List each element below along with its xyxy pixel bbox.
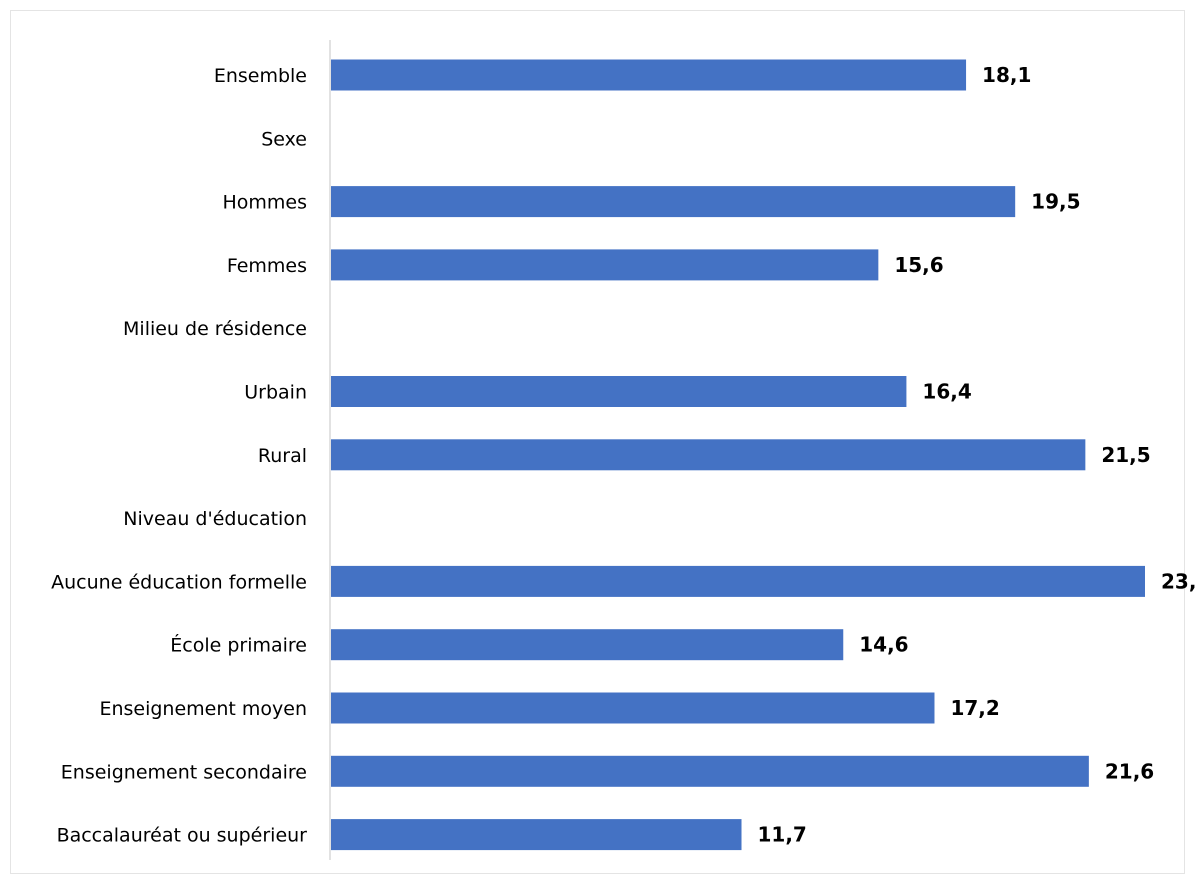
category-label-niveau-d-education: Niveau d'éducation xyxy=(123,508,307,530)
category-label-hommes: Hommes xyxy=(222,192,307,214)
value-label-enseignement-secondaire: 21,6 xyxy=(1105,759,1154,783)
bar-femmes xyxy=(331,249,879,281)
bar-baccalaureat-ou-superieur xyxy=(331,819,742,851)
bar-ecole-primaire xyxy=(331,629,844,661)
bar-hommes xyxy=(331,186,1016,218)
category-label-ensemble: Ensemble xyxy=(214,65,307,87)
bar-enseignement-moyen xyxy=(331,692,935,724)
value-label-enseignement-moyen: 17,2 xyxy=(950,696,999,720)
value-label-ensemble: 18,1 xyxy=(982,63,1031,87)
bar-urbain xyxy=(331,376,907,407)
bar-rural xyxy=(331,439,1086,471)
bar-aucune-education-formelle xyxy=(331,565,1145,597)
category-label-ecole-primaire: École primaire xyxy=(170,634,307,657)
category-label-femmes: Femmes xyxy=(227,255,307,277)
category-label-urbain: Urbain xyxy=(244,382,307,404)
category-label-milieu-de-residence: Milieu de résidence xyxy=(123,318,307,340)
bars-layer xyxy=(331,59,1145,851)
category-label-enseignement-secondaire: Enseignement secondaire xyxy=(61,761,307,783)
value-label-aucune-education-formelle: 23,2 xyxy=(1161,569,1195,593)
bar-enseignement-secondaire xyxy=(331,755,1089,787)
category-label-rural: Rural xyxy=(258,445,307,467)
value-label-ecole-primaire: 14,6 xyxy=(859,633,908,657)
category-label-baccalaureat-ou-superieur: Baccalauréat ou supérieur xyxy=(57,825,308,847)
category-label-enseignement-moyen: Enseignement moyen xyxy=(99,698,307,720)
category-label-sexe: Sexe xyxy=(261,128,307,150)
labels-layer: Ensemble 18,1 Sexe Hommes 19,5 Femmes 15,6 Mili… xyxy=(51,63,1195,847)
value-label-urbain: 16,4 xyxy=(922,380,971,404)
category-label-aucune-education-formelle: Aucune éducation formelle xyxy=(51,571,307,593)
value-label-baccalaureat-ou-superieur: 11,7 xyxy=(758,823,807,847)
value-label-rural: 21,5 xyxy=(1101,443,1150,467)
bar-ensemble xyxy=(331,59,967,91)
value-label-femmes: 15,6 xyxy=(894,253,943,277)
value-label-hommes: 19,5 xyxy=(1031,190,1080,214)
